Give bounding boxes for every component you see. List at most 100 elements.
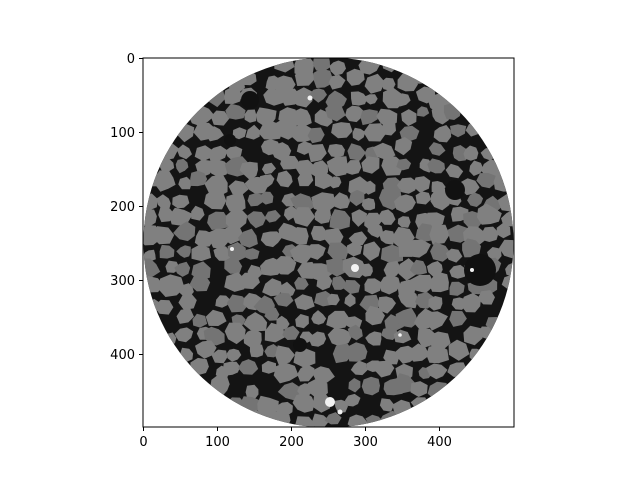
sand-grain <box>314 205 331 224</box>
sand-grain <box>469 160 484 176</box>
sand-grain <box>295 314 309 329</box>
sand-grain <box>238 228 258 248</box>
sand-grain <box>276 170 293 188</box>
sand-grain <box>211 349 228 364</box>
sand-grain <box>350 91 368 106</box>
sand-grain <box>273 292 294 307</box>
sand-grain <box>328 176 342 189</box>
sand-grain <box>264 307 280 321</box>
sand-grain <box>314 171 333 190</box>
sand-grain <box>261 360 276 374</box>
sand-grain <box>365 331 382 346</box>
sand-grain <box>310 225 328 242</box>
sand-grain <box>326 257 347 277</box>
sand-grain <box>363 241 381 262</box>
sand-grain <box>174 327 194 343</box>
sand-grain <box>345 393 361 407</box>
sand-grain <box>328 74 346 90</box>
sand-grain <box>481 226 499 242</box>
sand-grain <box>380 244 403 264</box>
sand-grain <box>397 216 411 228</box>
sand-grain <box>395 307 419 328</box>
y-tick-label: 100 <box>110 126 135 141</box>
sand-grain <box>346 241 363 257</box>
pore <box>445 180 465 200</box>
sand-grain <box>296 141 312 155</box>
sand-grain <box>261 162 276 175</box>
sand-grain <box>476 173 496 189</box>
sand-grain <box>448 339 470 361</box>
sand-grain <box>143 224 160 246</box>
bright-inclusion <box>337 409 343 415</box>
sand-grain <box>396 177 418 194</box>
sand-grain <box>206 126 224 142</box>
sand-grain <box>282 325 300 340</box>
sand-grain <box>309 331 327 347</box>
sand-grain <box>249 343 264 358</box>
sand-grain <box>189 274 211 292</box>
y-tick-label: 0 <box>127 52 135 67</box>
sand-grain <box>326 156 348 177</box>
sand-grain <box>327 144 345 158</box>
sand-grain <box>361 156 380 174</box>
sand-grain <box>176 308 194 324</box>
sand-grain <box>447 224 469 243</box>
sand-grain <box>294 66 315 86</box>
sand-grain <box>379 398 395 412</box>
bright-inclusion <box>398 333 402 337</box>
sand-grain <box>409 259 427 275</box>
sand-grain <box>207 145 228 161</box>
sand-grain <box>429 224 450 245</box>
sand-grain <box>346 68 365 86</box>
sand-grain <box>343 280 361 294</box>
sand-grain <box>215 295 231 308</box>
sand-grain <box>383 260 402 279</box>
x-tick-label: 200 <box>279 435 304 450</box>
sand-grain <box>225 103 246 120</box>
sand-grain <box>158 274 185 297</box>
sand-grain <box>460 178 480 196</box>
sand-grain <box>429 271 449 293</box>
sand-grain <box>210 110 230 126</box>
sand-grain <box>449 310 467 327</box>
sand-grain <box>364 73 385 94</box>
sand-grain <box>332 192 350 209</box>
sand-grain <box>477 290 495 305</box>
sand-grain <box>327 327 354 347</box>
bright-inclusion <box>470 268 474 272</box>
sand-grain <box>364 278 382 295</box>
sand-grain <box>275 116 299 140</box>
sand-grain <box>445 163 464 179</box>
sand-grain <box>194 145 212 162</box>
sand-grain <box>232 127 247 140</box>
sand-grain <box>433 125 452 143</box>
sand-grain <box>246 211 267 229</box>
sand-grain <box>460 293 482 313</box>
sand-grain <box>311 413 330 428</box>
sand-grain <box>345 105 364 123</box>
sand-grain <box>226 348 242 362</box>
sand-grain <box>273 362 299 384</box>
sand-grain <box>365 305 385 326</box>
sand-grain <box>334 399 348 413</box>
y-axis: 0 100 200 300 400 <box>110 52 143 363</box>
sand-grain <box>289 87 313 108</box>
bright-inclusion <box>351 264 359 272</box>
bright-inclusion <box>325 397 335 407</box>
sand-grain <box>154 170 176 192</box>
sand-grain <box>247 193 264 207</box>
sand-grain <box>176 144 192 160</box>
sand-grain <box>191 244 212 262</box>
sand-grain <box>297 171 314 187</box>
sand-grain <box>378 209 396 225</box>
sand-grain <box>224 87 242 104</box>
sand-grain <box>228 180 249 196</box>
sand-grain <box>264 322 286 343</box>
sand-grain <box>207 211 230 230</box>
sand-grain <box>351 209 368 227</box>
sand-grain <box>449 264 467 279</box>
sand-grain <box>159 244 175 259</box>
sand-grain <box>380 327 398 340</box>
